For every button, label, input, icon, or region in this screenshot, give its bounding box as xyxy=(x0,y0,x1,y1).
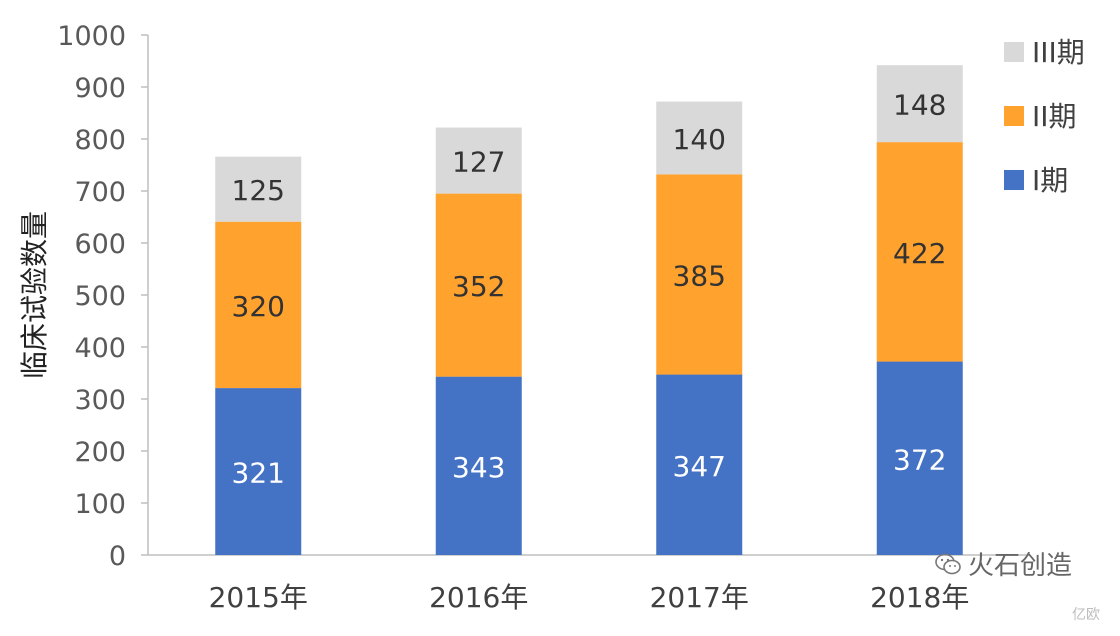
bar-segment xyxy=(435,127,522,194)
data-label: 140 xyxy=(673,123,726,156)
watermark-sub: 亿欧 xyxy=(1072,607,1100,623)
legend-label: III期 xyxy=(1032,36,1085,69)
data-label: 125 xyxy=(232,174,285,207)
y-axis-title: 临床试验数量 xyxy=(18,211,51,379)
y-tick-label: 100 xyxy=(74,489,126,520)
wechat-icon xyxy=(935,553,961,574)
y-tick-label: 700 xyxy=(74,177,126,208)
bar-segment xyxy=(215,221,302,389)
legend-swatch xyxy=(1004,42,1024,62)
bar-segment xyxy=(876,142,963,362)
y-tick-label: 0 xyxy=(109,541,126,572)
y-tick-label: 1000 xyxy=(57,21,126,52)
data-label: 385 xyxy=(673,259,726,292)
bar-segment xyxy=(215,156,302,222)
y-tick-label: 200 xyxy=(74,437,126,468)
bar-segment xyxy=(656,374,743,555)
legend-label: I期 xyxy=(1032,164,1068,197)
bar-segment xyxy=(876,65,963,143)
bar-segment xyxy=(435,376,522,555)
x-tick-label: 2016年 xyxy=(429,581,528,614)
watermark-main: 火石创造 xyxy=(934,545,1072,582)
legend-swatch xyxy=(1004,170,1024,190)
y-tick-label: 300 xyxy=(74,385,126,416)
data-label: 422 xyxy=(893,237,946,270)
bar-segment xyxy=(656,174,743,375)
data-label: 352 xyxy=(452,270,505,303)
y-tick-label: 800 xyxy=(74,125,126,156)
bar-segment xyxy=(435,193,522,377)
y-tick-label: 400 xyxy=(74,333,126,364)
data-label: 372 xyxy=(893,443,946,476)
bar-segment xyxy=(215,388,302,555)
legend-label: II期 xyxy=(1032,100,1077,133)
y-tick-label: 900 xyxy=(74,73,126,104)
legend-swatch xyxy=(1004,106,1024,126)
bar-segment xyxy=(876,361,963,555)
x-tick-label: 2017年 xyxy=(650,581,749,614)
watermark-text: 火石创造 xyxy=(967,551,1072,581)
y-tick-label: 500 xyxy=(74,281,126,312)
data-label: 320 xyxy=(232,290,285,323)
data-label: 347 xyxy=(673,450,726,483)
bar-segment xyxy=(656,101,743,175)
x-tick-label: 2018年 xyxy=(870,581,969,614)
data-label: 148 xyxy=(893,89,946,122)
data-label: 321 xyxy=(232,457,285,490)
data-label: 127 xyxy=(452,146,505,179)
y-tick-label: 600 xyxy=(74,229,126,260)
x-tick-label: 2015年 xyxy=(209,581,308,614)
data-label: 343 xyxy=(452,451,505,484)
